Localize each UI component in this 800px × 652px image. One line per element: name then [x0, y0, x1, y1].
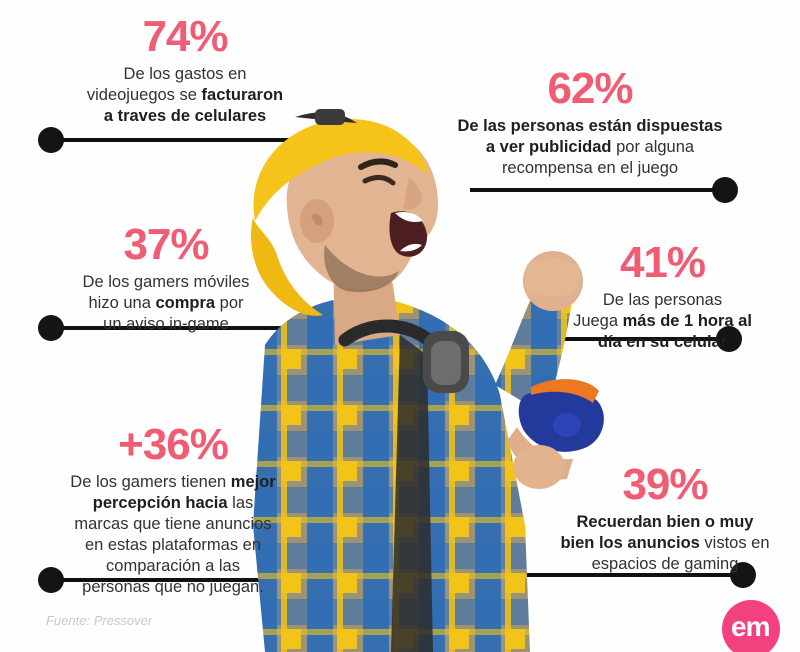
stat-description-74: De los gastos en videojuegos se facturar…	[60, 64, 310, 127]
em-logo[interactable]: em	[722, 600, 780, 652]
stat-block-39: 39% Recuerdan bien o muy bien los anunci…	[540, 462, 790, 575]
stat-percent-62: 62%	[547, 64, 633, 113]
connector-line-41	[530, 337, 730, 341]
stat-37-line1: De los gamers móviles	[82, 273, 250, 291]
stat-36-line1b: mejor	[230, 473, 276, 491]
stat-41-line1: De las personas	[602, 291, 723, 309]
connector-line-39	[500, 573, 740, 577]
stat-74-line3: a traves de celulares	[103, 107, 267, 125]
stat-36-line5: comparación a las	[106, 557, 240, 575]
stat-description-62: De las personas están dispuestas a ver p…	[430, 116, 750, 179]
stat-39-line2a: bien los anuncios	[560, 534, 700, 552]
stat-36-line6: personas que no juegan.	[82, 578, 264, 596]
stat-block-36: +36% De los gamers tienen mejor percepci…	[48, 422, 298, 598]
connector-dot-62	[712, 177, 738, 203]
stat-36-line3: marcas que tiene anuncios	[74, 515, 272, 533]
stat-37-line2c: por	[215, 294, 244, 312]
stat-74-line2b: facturaron	[201, 86, 284, 104]
stat-description-36: De los gamers tienen mejor percepción ha…	[48, 472, 298, 598]
stat-62-line3: recompensa en el juego	[501, 159, 679, 177]
stat-block-74: 74% De los gastos en videojuegos se fact…	[60, 14, 310, 127]
connector-dot-36	[38, 567, 64, 593]
mouth	[389, 211, 428, 257]
connector-dot-41	[716, 326, 742, 352]
stat-percent-36: +36%	[118, 420, 229, 469]
stat-41-line2b: más de 1 hora al	[622, 312, 752, 330]
stat-39-line2b: vistos en	[699, 534, 770, 552]
stat-41-line2a: Juega	[573, 312, 623, 330]
stat-74-line2a: videojuegos se	[86, 86, 202, 104]
stat-description-39: Recuerdan bien o muy bien los anuncios v…	[540, 512, 790, 575]
stat-37-line3: un aviso in-game	[103, 315, 229, 333]
connector-dot-74	[38, 127, 64, 153]
stat-62-line2a: a ver publicidad	[485, 138, 612, 156]
stat-39-line3: espacios de gaming	[591, 555, 739, 573]
stat-36-line2a: percepción hacia	[92, 494, 228, 512]
stat-36-line2b: las	[227, 494, 254, 512]
stat-62-line2b: por alguna	[611, 138, 695, 156]
connector-dot-37	[38, 315, 64, 341]
connector-line-62	[470, 188, 730, 192]
stat-62-line1: De las personas están dispuestas	[457, 117, 723, 135]
stat-37-line2a: hizo una	[88, 294, 156, 312]
stat-74-line1: De los gastos en	[123, 65, 247, 83]
stat-percent-74: 74%	[142, 12, 228, 61]
em-logo-text: em	[731, 611, 770, 642]
connector-line-74	[52, 138, 307, 142]
neck	[333, 251, 400, 345]
stat-37-line2b: compra	[155, 294, 216, 312]
stat-36-line4: en estas plataformas en	[84, 536, 262, 554]
eye	[362, 175, 396, 186]
stat-percent-39: 39%	[622, 460, 708, 509]
stat-percent-37: 37%	[123, 220, 209, 269]
head	[286, 128, 439, 293]
stat-41-line3: día en su celular	[597, 333, 728, 351]
stat-description-37: De los gamers móviles hizo una compra po…	[42, 272, 290, 335]
source-credit: Fuente: Pressover	[46, 613, 153, 628]
stat-block-62: 62% De las personas están dispuestas a v…	[430, 66, 750, 179]
stat-description-41: De las personas Juega más de 1 hora al d…	[545, 290, 780, 353]
stat-39-line1: Recuerdan bien o muy	[576, 513, 754, 531]
stat-block-37: 37% De los gamers móviles hizo una compr…	[42, 222, 290, 335]
connector-line-37	[52, 326, 300, 330]
ear	[300, 199, 334, 243]
stat-percent-41: 41%	[619, 238, 706, 287]
stat-block-41: 41% De las personas Juega más de 1 hora …	[545, 240, 780, 353]
connector-line-36	[52, 578, 312, 582]
headphones	[338, 319, 469, 393]
connector-dot-39	[730, 562, 756, 588]
stat-36-line1a: De los gamers tienen	[70, 473, 231, 491]
